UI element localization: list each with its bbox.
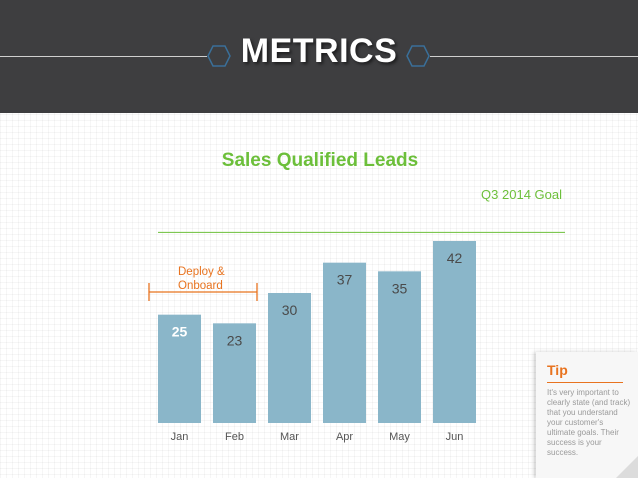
hexagon-right-icon <box>406 45 430 67</box>
bar-value-label: 23 <box>227 332 243 348</box>
bar-mar <box>268 293 311 423</box>
bar-feb <box>213 323 256 423</box>
category-label: Jun <box>446 431 464 443</box>
goal-label: Q3 2014 Goal <box>481 187 562 202</box>
bar-jun <box>433 241 476 423</box>
bar-value-label: 25 <box>172 324 188 340</box>
bar-value-label: 35 <box>392 280 408 296</box>
category-label: Mar <box>280 431 299 443</box>
bar-may <box>378 271 421 423</box>
tip-title: Tip <box>547 362 568 378</box>
bar-value-label: 37 <box>337 272 353 288</box>
category-label: Apr <box>336 431 353 443</box>
bar-value-label: 42 <box>447 250 463 266</box>
bar-value-label: 30 <box>282 302 298 318</box>
tip-text: It's very important to clearly state (an… <box>547 388 631 457</box>
bar-apr <box>323 262 366 423</box>
annotation-label: Deploy & Onboard <box>178 266 225 292</box>
category-label: May <box>389 431 410 443</box>
header-rule-right <box>430 56 638 57</box>
category-label: Jan <box>171 431 189 443</box>
page-curl-icon <box>616 456 638 478</box>
header-rule-left <box>0 56 207 57</box>
tip-divider <box>547 382 623 383</box>
bar-jan <box>158 314 201 423</box>
category-label: Feb <box>225 431 244 443</box>
tip-card: Tip It's very important to clearly state… <box>536 352 638 478</box>
header-bar: METRICS <box>0 0 638 113</box>
chart-title: Sales Qualified Leads <box>221 150 419 171</box>
hexagon-left-icon <box>207 45 231 67</box>
page-title: METRICS <box>240 32 398 70</box>
